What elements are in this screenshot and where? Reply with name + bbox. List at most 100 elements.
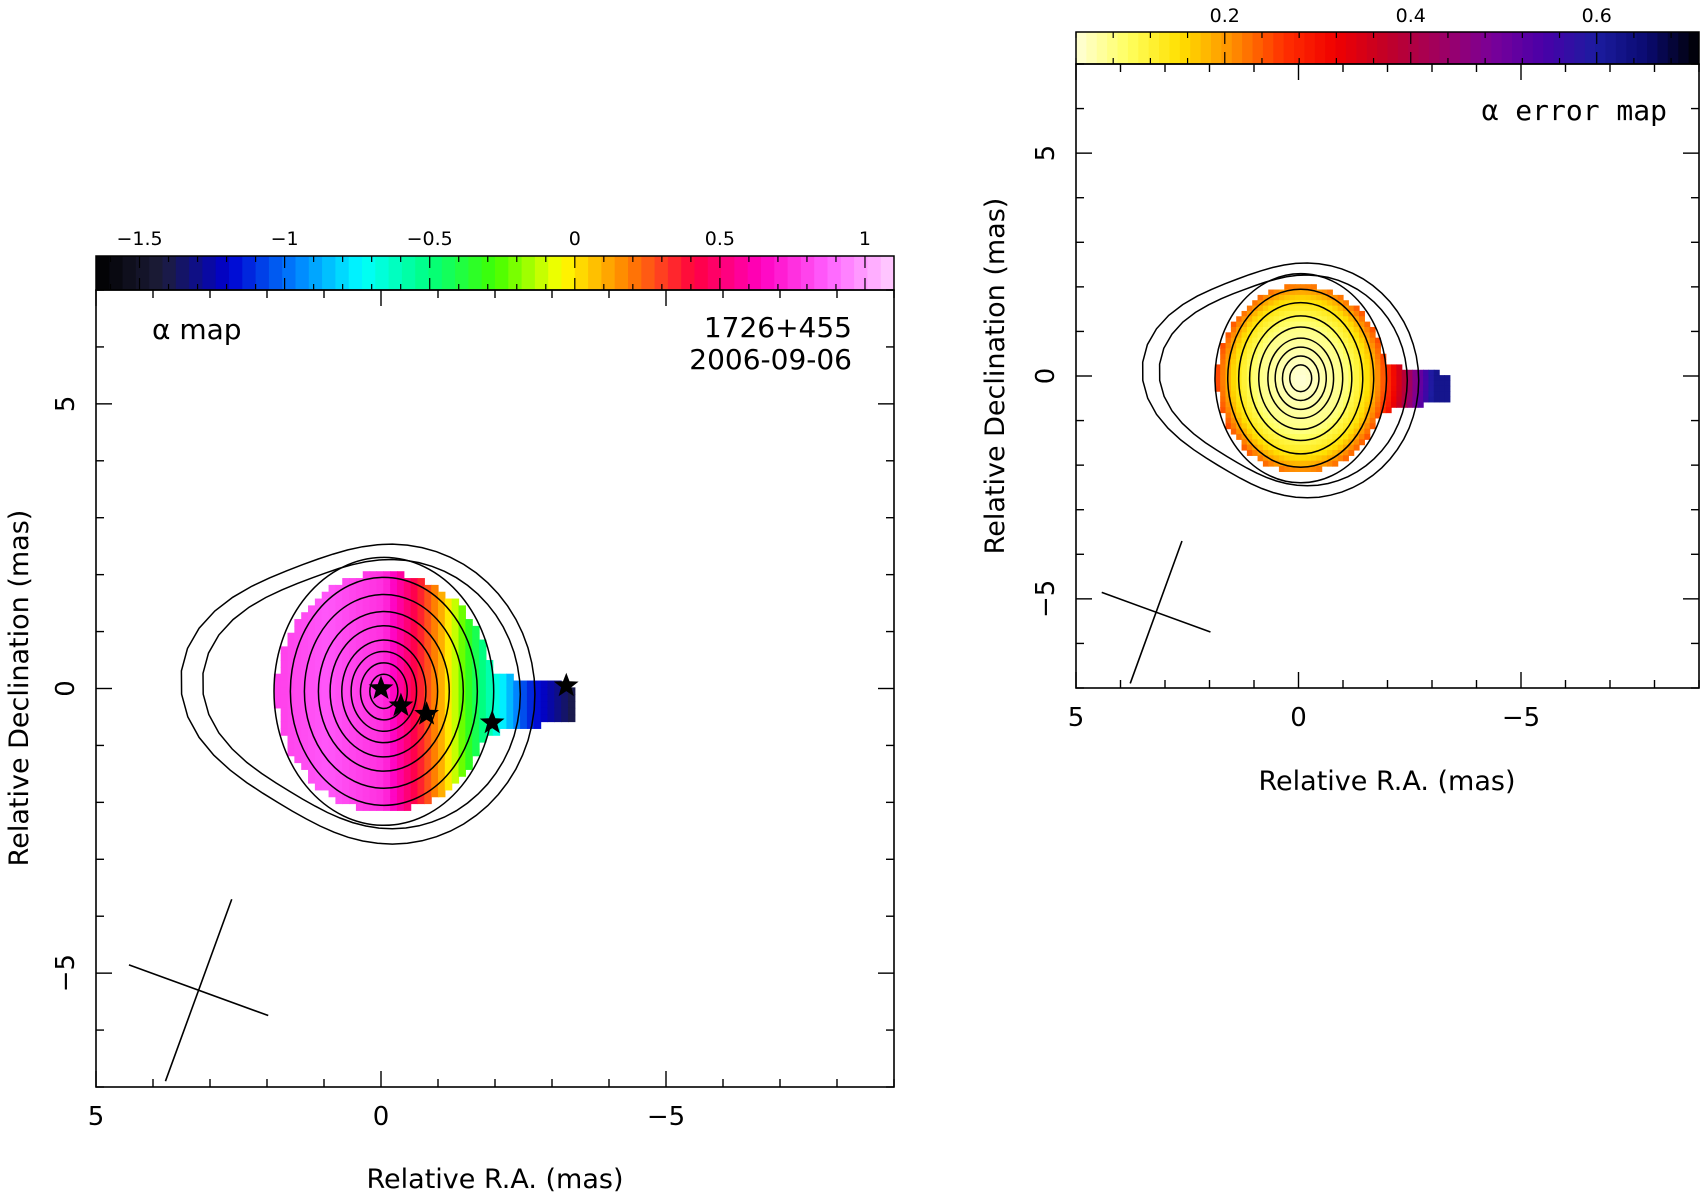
R-map-pixel xyxy=(1385,407,1392,414)
R-map-pixel xyxy=(1433,375,1440,382)
R-map-pixel xyxy=(1310,455,1317,462)
L-map-pixel xyxy=(424,701,432,709)
L-map-pixel xyxy=(328,660,336,668)
R-map-pixel xyxy=(1359,353,1365,360)
R-map-pixel xyxy=(1310,332,1317,339)
L-map-pixel xyxy=(362,584,371,593)
R-map-pixel xyxy=(1348,343,1355,349)
R-map-pixel xyxy=(1316,439,1323,446)
L-map-pixel xyxy=(396,789,405,798)
R-map-pixel xyxy=(1353,417,1360,424)
R-map-pixel xyxy=(1305,343,1312,349)
colorbar-swatch xyxy=(1127,32,1139,64)
L-map-pixel xyxy=(451,660,460,668)
L-map-pixel xyxy=(451,612,460,620)
L-map-pixel xyxy=(342,598,350,606)
L-map-pixel xyxy=(342,789,350,798)
R-map-pixel xyxy=(1236,359,1243,366)
L-map-pixel xyxy=(342,707,350,716)
left-y-axis-title: Relative Declination (mas) xyxy=(4,510,35,867)
R-map-pixel xyxy=(1246,359,1253,366)
colorbar-swatch xyxy=(149,256,164,290)
R-map-pixel xyxy=(1241,391,1248,398)
L-map-pixel xyxy=(520,721,528,729)
L-map-pixel xyxy=(342,776,350,784)
colorbar-tick-label: −1 xyxy=(271,228,299,250)
L-map-pixel xyxy=(431,735,439,743)
L-map-pixel xyxy=(308,748,316,757)
L-map-pixel xyxy=(431,598,439,606)
right-y-axis-title: Relative Declination (mas) xyxy=(980,198,1011,555)
L-map-pixel xyxy=(424,619,432,627)
R-map-pixel xyxy=(1305,455,1312,462)
R-map-pixel xyxy=(1343,380,1349,387)
L-map-pixel xyxy=(301,612,309,620)
L-map-pixel xyxy=(383,625,391,634)
L-map-pixel xyxy=(444,612,453,620)
L-map-pixel xyxy=(383,578,391,586)
component-marker-star xyxy=(388,692,414,717)
R-map-pixel xyxy=(1220,396,1227,403)
L-map-pixel xyxy=(376,591,384,600)
L-map-pixel xyxy=(376,701,384,709)
R-map-pixel xyxy=(1268,423,1275,430)
L-map-pixel xyxy=(506,687,514,695)
L-map-pixel xyxy=(438,632,446,641)
R-map-pixel xyxy=(1246,321,1253,328)
R-map-pixel xyxy=(1241,380,1248,387)
L-map-pixel xyxy=(547,694,555,702)
R-map-pixel xyxy=(1316,332,1323,339)
L-map-pixel xyxy=(396,639,405,647)
R-map-pixel xyxy=(1241,428,1248,435)
L-map-pixel xyxy=(424,591,432,600)
L-map-pixel xyxy=(438,619,446,627)
colorbar-swatch xyxy=(1117,32,1129,64)
L-map-pixel xyxy=(458,646,466,654)
L-map-pixel xyxy=(369,803,378,811)
R-map-pixel xyxy=(1348,423,1355,430)
L-map-pixel xyxy=(349,789,357,798)
L-map-pixel xyxy=(465,742,473,750)
R-map-pixel xyxy=(1241,337,1248,344)
R-map-pixel xyxy=(1343,321,1349,328)
R-map-pixel xyxy=(1294,359,1301,366)
R-map-pixel xyxy=(1337,396,1344,403)
L-map-pixel xyxy=(438,735,446,743)
R-map-pixel xyxy=(1241,433,1248,440)
L-map-pixel xyxy=(390,632,398,641)
R-map-pixel xyxy=(1385,375,1392,382)
R-map-pixel xyxy=(1284,343,1291,349)
L-map-pixel xyxy=(451,680,460,688)
R-map-pixel xyxy=(1300,348,1307,355)
R-map-pixel xyxy=(1348,359,1355,366)
L-map-pixel xyxy=(554,714,562,723)
R-map-pixel xyxy=(1337,294,1344,301)
R-map-pixel xyxy=(1348,348,1355,355)
R-map-pixel xyxy=(1359,375,1365,382)
L-map-pixel xyxy=(355,803,364,811)
colorbar-swatch xyxy=(707,256,722,290)
L-map-pixel xyxy=(287,735,295,743)
R-map-pixel xyxy=(1241,369,1248,376)
R-map-pixel xyxy=(1262,417,1269,424)
L-map-pixel xyxy=(410,769,419,777)
L-map-pixel xyxy=(451,666,460,675)
L-map-pixel xyxy=(335,701,343,709)
L-map-pixel xyxy=(561,714,569,723)
R-map-pixel xyxy=(1278,385,1285,392)
L-map-pixel xyxy=(396,769,405,777)
colorbar-swatch xyxy=(308,256,323,290)
L-map-pixel xyxy=(513,707,521,716)
L-map-pixel xyxy=(287,653,295,661)
R-map-pixel xyxy=(1262,455,1269,462)
L-map-pixel xyxy=(417,721,425,729)
L-map-pixel xyxy=(479,673,487,682)
R-map-pixel xyxy=(1230,343,1237,349)
L-map-pixel xyxy=(390,666,398,675)
L-map-pixel xyxy=(458,680,466,688)
R-map-pixel xyxy=(1326,300,1333,307)
L-map-pixel xyxy=(390,605,398,613)
R-map-pixel xyxy=(1241,444,1248,451)
R-map-pixel xyxy=(1412,375,1419,382)
R-map-pixel xyxy=(1369,380,1376,387)
